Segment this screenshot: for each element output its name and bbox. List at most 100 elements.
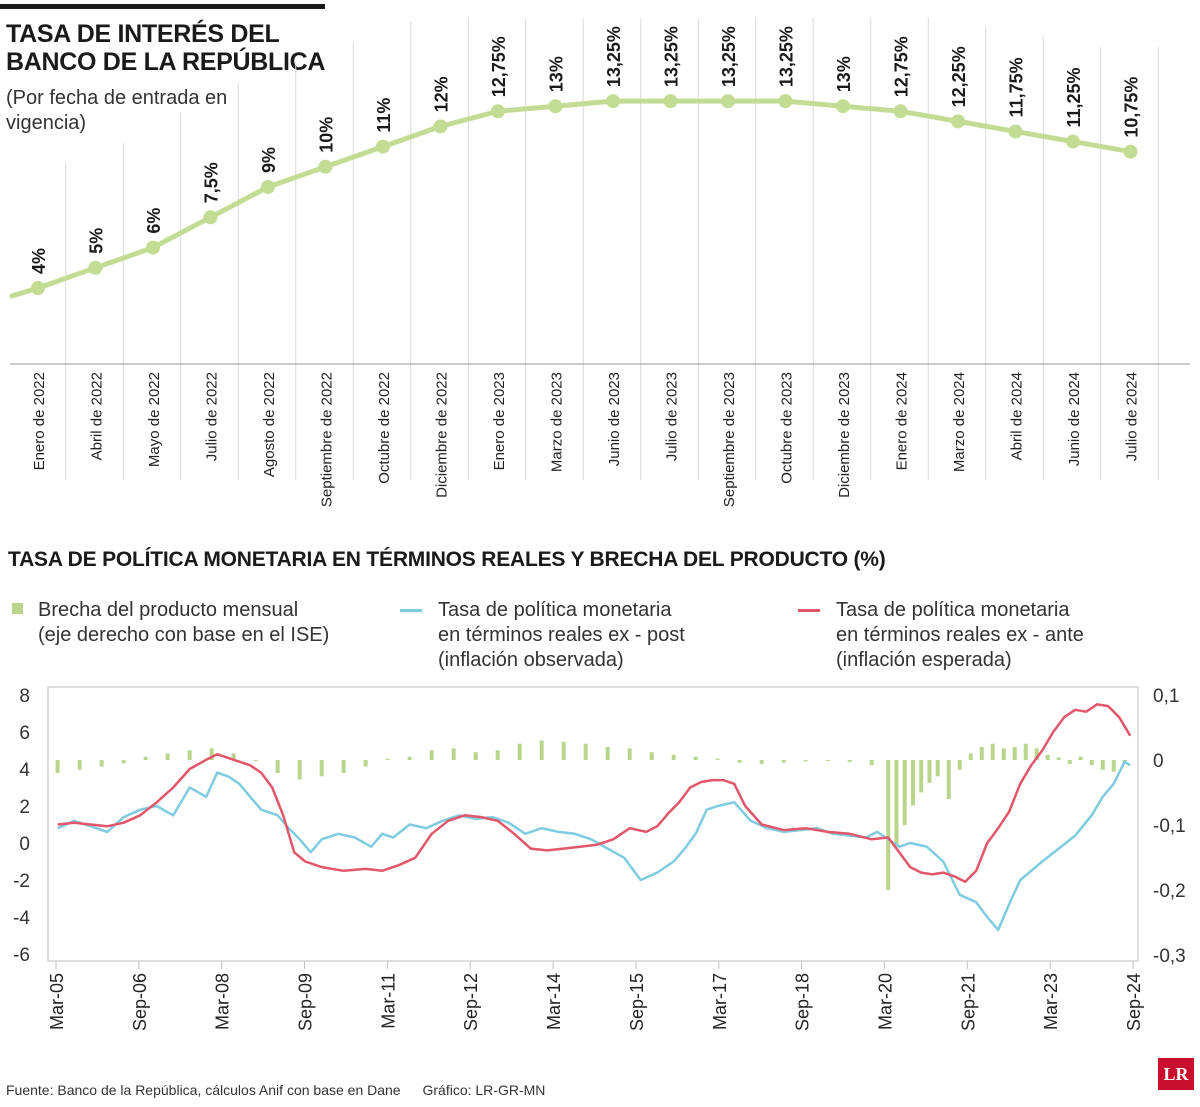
x-tick-3: Mar-08 [213, 973, 233, 1030]
gap-bar-51 [1001, 748, 1006, 760]
rate-label-19: 11,25% [1064, 67, 1084, 127]
top-rule [0, 4, 325, 9]
gap-bar-17 [407, 756, 412, 760]
rate-point-3 [146, 240, 160, 255]
category-label-13: Septiembre de 2023 [721, 372, 738, 507]
chart2-frame [47, 686, 1139, 962]
interest-rate-chart: 4% Enero de 2022 5% Abril de 2022 6% Mayo de … [9, 18, 1190, 507]
gap-bar-2 [77, 760, 82, 770]
rate-label-12: 13,25% [662, 26, 682, 87]
legend-label-brecha-line2: (eje derecho con base en el ISE) [38, 624, 330, 646]
gap-bar-15 [363, 760, 368, 767]
left-tick-4: 2 [19, 797, 30, 818]
ex-post-line [57, 760, 1131, 932]
gap-bar-26 [605, 747, 610, 760]
gap-bar-12 [297, 760, 302, 780]
legend-swatch-ex-ante [798, 609, 820, 612]
right-tick-2: 0 [1153, 751, 1164, 772]
rate-label-11: 13,25% [604, 26, 624, 87]
x-tick-1: Mar-05 [47, 973, 67, 1030]
rate-label-10: 13% [547, 56, 567, 92]
x-tick-11: Mar-20 [875, 973, 895, 1030]
rate-label-13: 13,25% [719, 26, 739, 87]
gap-bar-49 [979, 747, 984, 760]
left-tick-3: 4 [19, 760, 30, 781]
rate-point-13 [721, 94, 735, 109]
rate-label-17: 12,25% [949, 46, 969, 107]
rate-point-2 [88, 260, 103, 275]
gap-bar-18 [429, 750, 434, 760]
category-label-2: Abril de 2022 [89, 372, 106, 460]
legend-label-ex-ante-line3: (inflación esperada) [836, 649, 1012, 671]
category-label-15: Diciembre de 2023 [836, 372, 853, 498]
right-tick-4: -0,2 [1153, 881, 1186, 902]
category-label-11: Junio de 2023 [606, 372, 623, 466]
category-label-6: Septiembre de 2022 [319, 372, 336, 507]
right-tick-5: -0,3 [1153, 946, 1186, 967]
rate-label-16: 12,75% [892, 36, 912, 97]
gap-bar-38 [869, 760, 874, 766]
legend-swatch-ex-post [400, 609, 422, 612]
x-tick-5: Mar-11 [378, 973, 398, 1029]
category-label-4: Julio de 2022 [204, 372, 221, 461]
gap-bar-61 [1111, 760, 1116, 772]
gap-bar-34 [781, 760, 786, 763]
gap-bar-3 [99, 760, 104, 767]
right-tick-1: 0,1 [1153, 686, 1179, 707]
gap-bar-60 [1100, 760, 1105, 770]
category-label-9: Enero de 2023 [491, 372, 508, 470]
rate-point-18 [1008, 124, 1023, 139]
gap-bar-31 [715, 758, 720, 760]
x-tick-6: Sep-12 [461, 973, 481, 1031]
gap-bar-10 [253, 760, 258, 761]
rate-label-1: 4% [29, 248, 49, 274]
rate-label-7: 11% [374, 98, 394, 133]
gap-bar-42 [910, 760, 915, 806]
rate-point-17 [951, 114, 965, 129]
gap-bar-37 [847, 760, 852, 762]
category-label-10: Marzo de 2023 [549, 372, 566, 472]
gap-bar-30 [693, 756, 698, 760]
footer: Fuente: Banco de la República, cálculos … [6, 1082, 563, 1098]
x-tick-4: Sep-09 [296, 973, 316, 1031]
rate-label-20: 10,75% [1122, 77, 1142, 138]
category-label-7: Octubre de 2022 [376, 372, 393, 484]
gap-bar-47 [957, 760, 962, 770]
legend-label-ex-post-line3: (inflación observada) [438, 649, 624, 671]
x-tick-10: Sep-18 [793, 973, 813, 1031]
rate-label-2: 5% [87, 228, 107, 254]
x-tick-13: Mar-23 [1041, 973, 1061, 1030]
left-tick-7: -4 [13, 908, 30, 929]
legend-label-ex-post: Tasa de política monetaria [438, 599, 672, 621]
chart1-subtitle: (Por fecha de entrada en vigencia) [6, 87, 228, 134]
rate-point-12 [663, 94, 678, 109]
gap-bar-35 [803, 760, 808, 762]
gap-bar-24 [561, 741, 566, 760]
rate-point-14 [778, 94, 793, 109]
gap-bar-13 [319, 760, 324, 777]
gap-bar-54 [1034, 748, 1039, 760]
rate-point-8 [433, 119, 448, 134]
gap-bar-14 [341, 760, 346, 773]
rate-point-6 [318, 159, 333, 174]
x-tick-9: Mar-17 [710, 973, 730, 1030]
x-tick-7: Mar-14 [544, 973, 564, 1030]
rate-point-15 [836, 99, 850, 114]
x-tick-2: Sep-06 [130, 973, 150, 1031]
rate-point-19 [1066, 134, 1080, 149]
gap-bar-44 [927, 760, 932, 783]
legend-label-ex-ante: Tasa de política monetaria [836, 599, 1070, 621]
gap-bar-36 [825, 760, 830, 761]
gap-bar-46 [946, 760, 951, 799]
rate-label-3: 6% [144, 208, 164, 234]
gap-bar-57 [1067, 760, 1072, 764]
left-tick-6: -2 [13, 871, 30, 892]
gap-bar-4 [121, 760, 126, 764]
left-tick-2: 6 [19, 723, 30, 744]
gap-bar-27 [627, 748, 632, 760]
ex-ante-line [57, 703, 1132, 884]
rate-label-14: 13,25% [777, 26, 797, 87]
gap-bar-43 [919, 760, 924, 793]
rate-point-16 [893, 104, 908, 119]
gap-bar-16 [385, 758, 390, 760]
